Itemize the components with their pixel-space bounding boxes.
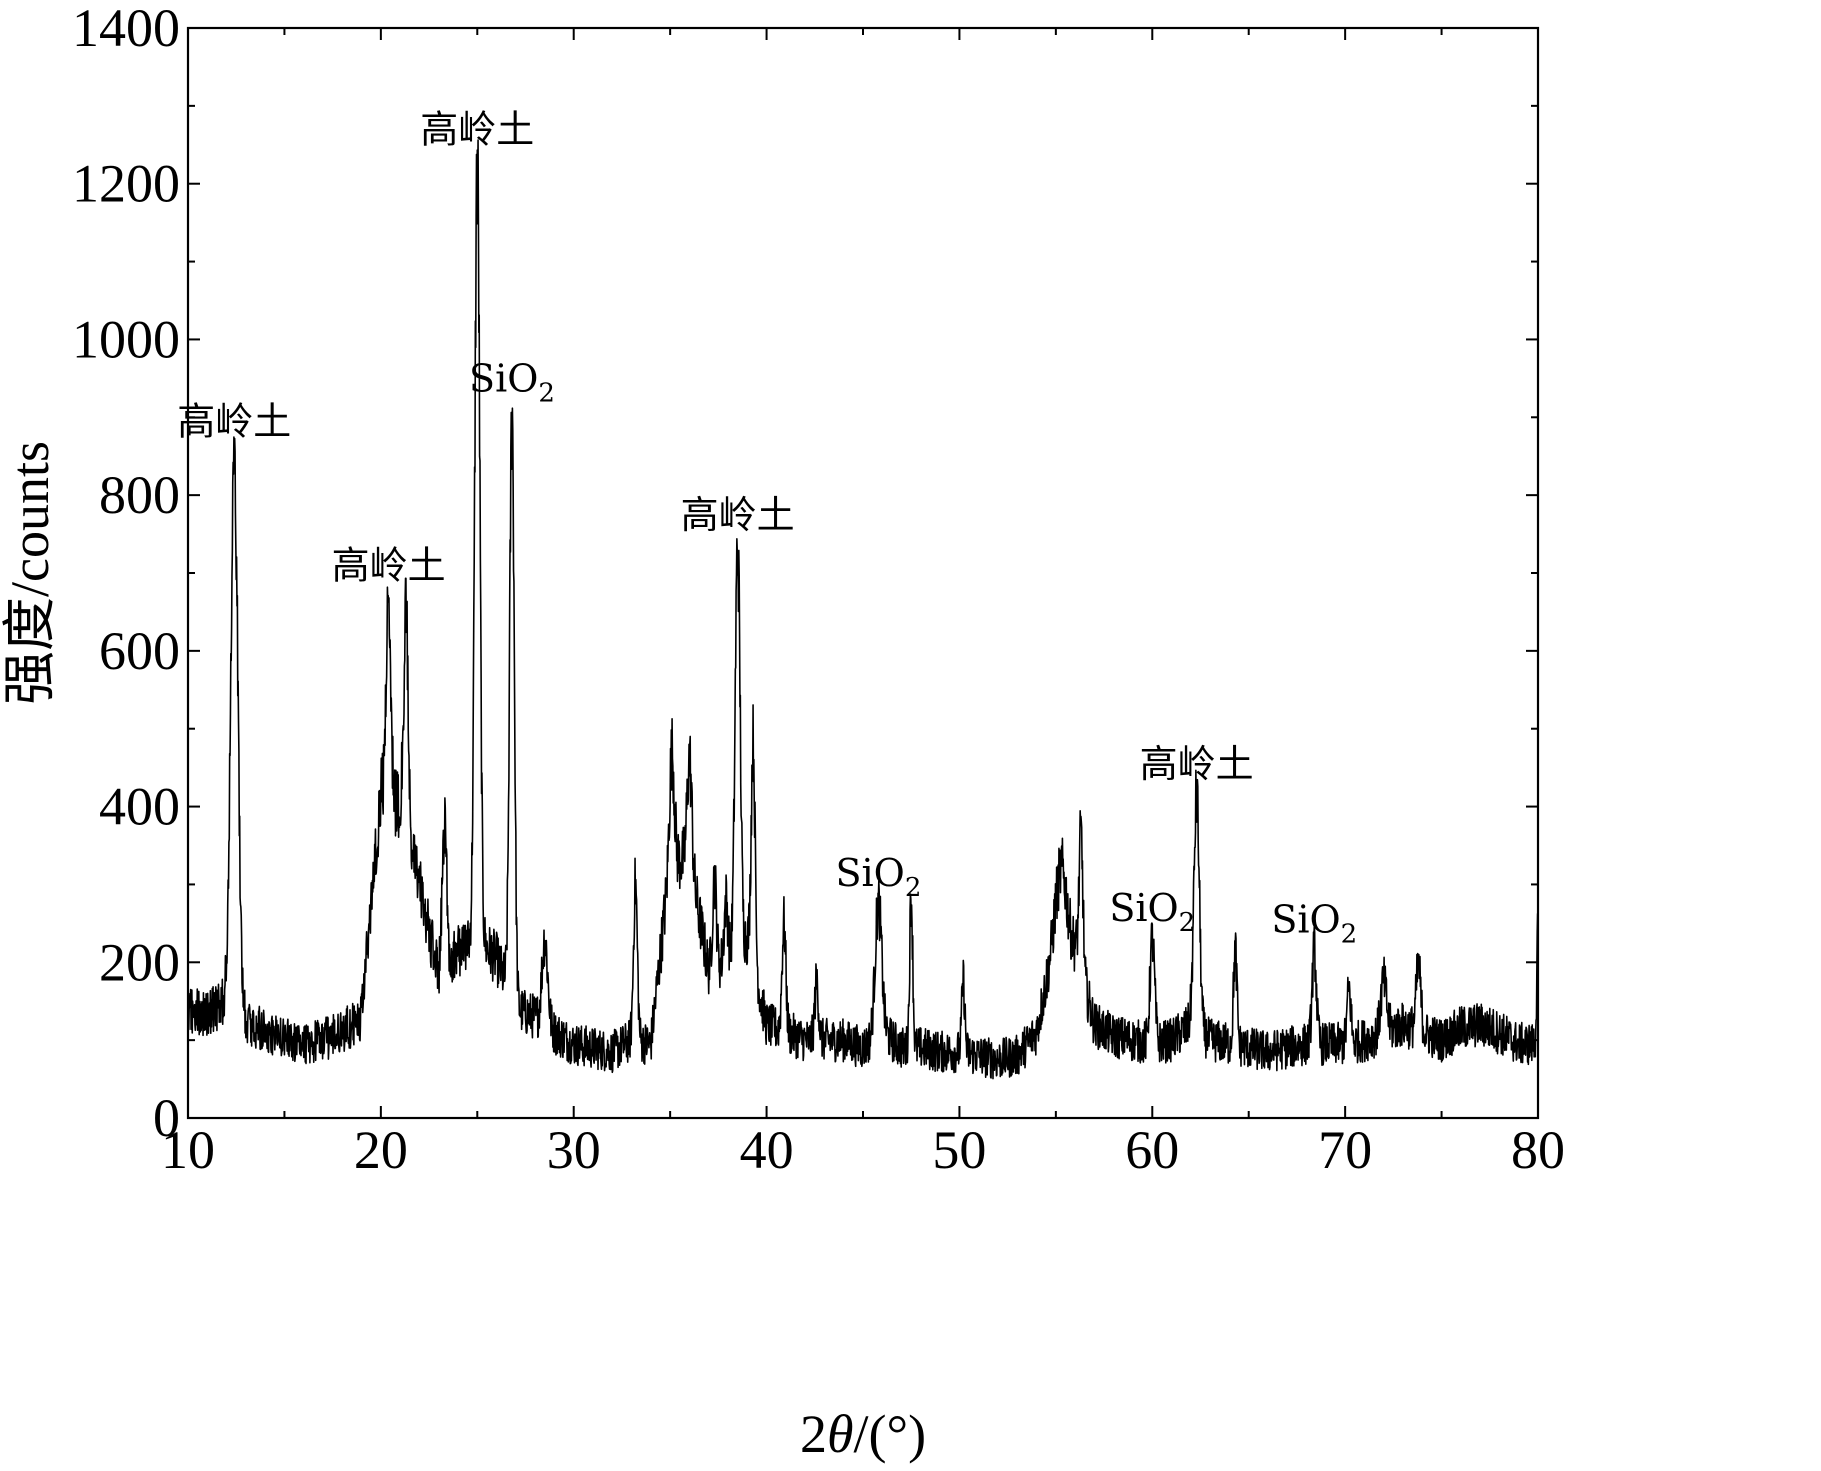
peak-annotation-text: 高岭土 (332, 543, 446, 587)
y-tick-label: 1200 (72, 154, 180, 214)
tick-labels: 10 20 30 40 50 60 70 80020040060080010001200140… (72, 0, 1565, 1180)
peak-annotation-text: 高岭土 (1140, 742, 1254, 786)
xrd-trace (187, 139, 1539, 1080)
peak-annotation: SiO2 (1271, 898, 1357, 950)
peak-annotation: SiO2 (1109, 886, 1195, 938)
peak-annotation: SiO2 (835, 851, 921, 903)
peak-annotation: 高岭土 (420, 107, 534, 151)
peak-annotation-subscript: 2 (1341, 920, 1358, 950)
y-tick-label: 600 (99, 621, 180, 681)
x-axis-label: 2θ/(°) (800, 1404, 926, 1464)
y-tick-label: 400 (99, 777, 180, 837)
peak-annotation-text: SiO (835, 851, 904, 895)
plot-frame (186, 26, 1540, 1120)
peak-annotation: 高岭土 (332, 543, 446, 587)
x-tick-label: 40 (740, 1120, 794, 1180)
x-tick-label: 80 (1511, 1120, 1565, 1180)
peak-annotation: 高岭土 (1140, 742, 1254, 786)
peak-annotation-subscript: 2 (538, 379, 555, 409)
peak-annotation-text: SiO (1109, 886, 1178, 930)
y-tick-label: 200 (99, 932, 180, 992)
y-tick-label: 0 (153, 1088, 180, 1148)
x-tick-label: 70 (1318, 1120, 1372, 1180)
peak-annotation: 高岭土 (177, 399, 291, 443)
x-tick-label: 50 (932, 1120, 986, 1180)
peak-annotation-text: 高岭土 (681, 493, 795, 537)
x-tick-label: 60 (1125, 1120, 1179, 1180)
peak-annotation-text: SiO (469, 357, 538, 401)
y-tick-label: 1000 (72, 309, 180, 369)
y-tick-label: 800 (99, 465, 180, 525)
peak-annotation-text: 高岭土 (177, 399, 291, 443)
y-axis-label: 强度/counts (0, 441, 60, 705)
peak-annotation-subscript: 2 (905, 873, 922, 903)
x-tick-label: 20 (354, 1120, 408, 1180)
peak-annotation-text: SiO (1271, 898, 1340, 942)
peak-annotation: SiO2 (469, 357, 555, 409)
x-axis-label-prefix: 2 (800, 1404, 827, 1464)
x-tick-label: 30 (547, 1120, 601, 1180)
x-axis-label-suffix: /(°) (853, 1404, 926, 1464)
peak-annotation: 高岭土 (681, 493, 795, 537)
peak-annotation-subscript: 2 (1179, 908, 1196, 938)
x-tick-label: 10 (161, 1120, 215, 1180)
peak-annotation-text: 高岭土 (420, 107, 534, 151)
x-axis-label-symbol: θ (827, 1404, 854, 1464)
y-tick-label: 1400 (72, 0, 180, 58)
